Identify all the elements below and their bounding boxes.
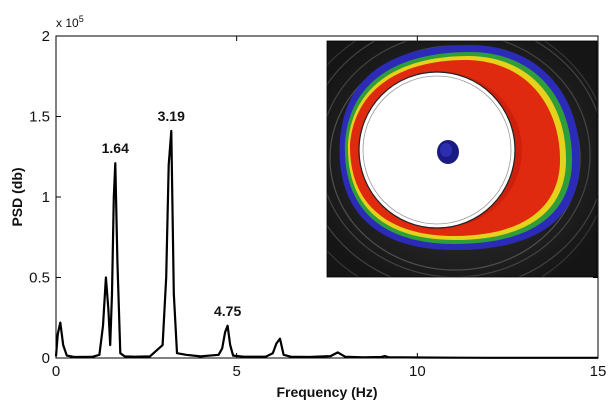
peak-label: 4.75 — [214, 303, 241, 319]
y-axis-label: PSD (db) — [9, 167, 25, 226]
peak-label: 1.64 — [102, 140, 129, 156]
x-tick-label: 5 — [232, 363, 240, 380]
y-tick-label: 1 — [42, 189, 50, 206]
y-tick-label: 2 — [42, 28, 50, 45]
inset-image — [327, 41, 597, 277]
y-tick-label: 0 — [42, 350, 50, 367]
x-tick-label: 10 — [409, 363, 426, 380]
y-tick-label: 1.5 — [29, 109, 50, 126]
y-tick-label: 0.5 — [29, 270, 50, 287]
inset-frame — [326, 40, 598, 278]
peak-annotations: 1.64 3.19 4.75 — [102, 108, 242, 319]
x-tick-label: 0 — [52, 363, 60, 380]
x-tick-label: 15 — [590, 363, 607, 380]
y-multiplier: x 105 — [56, 14, 84, 30]
psd-series-line — [54, 129, 598, 359]
x-axis-label: Frequency (Hz) — [276, 384, 377, 400]
peak-label: 3.19 — [158, 108, 185, 124]
x-axis-ticks: 0 5 10 15 — [52, 36, 607, 380]
